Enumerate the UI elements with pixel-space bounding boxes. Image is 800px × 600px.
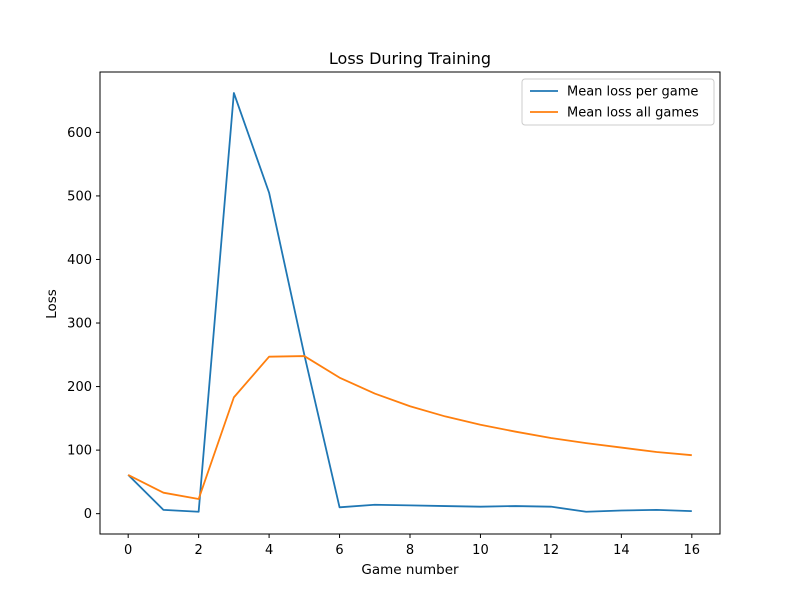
x-tick-label: 16 [684, 543, 701, 558]
x-axis-label: Game number [361, 562, 459, 578]
x-tick-label: 12 [543, 543, 560, 558]
series-line-1 [127, 355, 692, 500]
x-tick-label: 6 [335, 543, 343, 558]
legend-label-0: Mean loss per game [567, 85, 698, 100]
legend-label-1: Mean loss all games [567, 106, 699, 121]
x-tick-label: 4 [265, 543, 273, 558]
x-tick-label: 8 [406, 543, 414, 558]
y-tick-label: 600 [67, 126, 92, 141]
y-axis-label: Loss [44, 289, 60, 319]
x-axis-ticks: 0 2 4 6 8 10 12 14 16 [124, 534, 700, 558]
plot-frame [99, 71, 721, 535]
y-tick-label: 200 [67, 380, 92, 395]
y-tick-label: 100 [67, 444, 92, 459]
y-axis-ticks: 0 100 200 300 400 500 600 [67, 126, 100, 522]
series-line-0 [127, 92, 692, 513]
y-tick-label: 300 [67, 317, 92, 332]
x-tick-label: 14 [613, 543, 630, 558]
x-tick-label: 2 [194, 543, 202, 558]
x-tick-label: 0 [124, 543, 132, 558]
legend-box [521, 78, 715, 126]
legend: Mean loss per game Mean loss all games [521, 78, 715, 126]
y-tick-label: 400 [67, 253, 92, 268]
plot-lines [127, 92, 692, 513]
chart-title: Loss During Training [329, 49, 491, 68]
y-tick-label: 500 [67, 189, 92, 204]
y-tick-label: 0 [84, 507, 92, 522]
x-tick-label: 10 [472, 543, 489, 558]
